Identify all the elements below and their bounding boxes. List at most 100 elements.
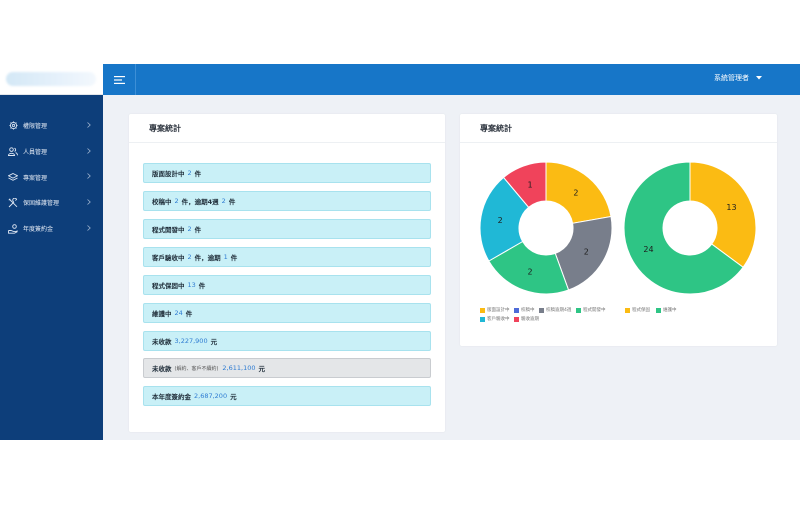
stat-row-development: 程式開發中 2 件	[143, 219, 431, 239]
donut-chart-projects: 2 2 2 2 1	[479, 161, 613, 295]
stat-label: 維護中	[152, 310, 172, 318]
stat-amount: 2,687,200	[194, 392, 228, 400]
sidebar-item-annual-contract[interactable]: 年度簽約金	[0, 216, 103, 242]
hand-coin-icon	[8, 223, 18, 234]
chevron-right-icon	[87, 122, 91, 128]
stat-unit: 件，逾期	[194, 254, 221, 262]
stat-count: 2	[187, 169, 192, 177]
sidebar-item-label: 人員管理	[23, 149, 48, 157]
sidebar-item-staff[interactable]: 人員管理	[0, 139, 103, 165]
sidebar: 權限管理 人員管理 專案管理 保固維護管理	[0, 95, 103, 440]
stat-note: (解約、客戶不續約)	[174, 365, 219, 372]
donut-value-label: 24	[643, 245, 653, 254]
layers-icon	[8, 172, 18, 182]
chevron-right-icon	[87, 147, 91, 154]
stat-row-acceptance: 客戶驗收中 2 件，逾期 1 件	[143, 247, 431, 267]
legend-label: 校稿中	[521, 308, 535, 313]
sidebar-item-label: 保固維護管理	[23, 200, 60, 208]
stat-label: 程式開發中	[152, 226, 185, 234]
stat-row-maintaining: 維護中 24 件	[143, 303, 431, 323]
caret-down-icon	[756, 76, 762, 80]
legend-label: 維護中	[663, 308, 677, 313]
legend-item[interactable]: 程式保固	[625, 307, 650, 313]
legend-label: 驗收逾期	[521, 317, 539, 322]
sidebar-item-label: 專案管理	[23, 174, 48, 182]
stat-unit: 件	[230, 254, 238, 262]
stat-overdue-count: 2	[221, 197, 226, 205]
donut-value-label: 2	[528, 268, 533, 277]
stat-unit: 件，逾期4週	[181, 198, 219, 206]
menu-toggle-button[interactable]	[103, 64, 136, 95]
card-title: 專案統計	[129, 114, 445, 143]
admin-menu[interactable]: 系統管理者	[714, 73, 762, 83]
stat-label: 版面設計中	[152, 170, 185, 178]
donut-slice-0-5[interactable]	[502, 161, 547, 209]
donut-slice-0-0[interactable]	[545, 161, 612, 224]
legend-swatch	[576, 307, 581, 313]
sidebar-item-projects[interactable]: 專案管理	[0, 164, 103, 190]
legend-label: 版面設計中	[487, 308, 510, 313]
stat-overdue-count: 1	[223, 253, 228, 261]
stat-row-annual-contract: 本年度簽約金 2,687,200 元	[143, 386, 431, 406]
legend-swatch	[656, 307, 661, 313]
sidebar-item-maintenance[interactable]: 保固維護管理	[0, 190, 103, 216]
sidebar-item-label: 年度簽約金	[23, 226, 54, 234]
donut-slice-0-2[interactable]	[554, 215, 613, 291]
stat-count: 2	[187, 253, 192, 261]
stat-unit: 件	[194, 170, 202, 178]
donut-value-label: 2	[584, 247, 589, 256]
stat-row-proofreading: 校稿中 2 件，逾期4週 2 件	[143, 191, 431, 211]
stat-unit: 件	[228, 198, 236, 206]
stat-count: 13	[187, 281, 196, 289]
menu-icon	[113, 75, 125, 84]
donut-value-label: 2	[573, 188, 578, 197]
chevron-right-icon	[87, 199, 91, 205]
stat-row-unpaid-terminated: 未收款 (解約、客戶不續約) 2,611,100 元	[143, 358, 431, 378]
legend-item[interactable]: 校稿逾期4週	[539, 307, 571, 313]
legend-label: 校稿逾期4週	[546, 308, 572, 313]
legend-label: 客戶驗收中	[487, 317, 510, 322]
app-shell: 系統管理者 權限管理 人員管理 專案管理	[0, 64, 800, 440]
legend-item[interactable]: 程式開發中	[576, 307, 606, 313]
stat-label: 校稿中	[152, 198, 172, 206]
legend-item[interactable]: 維護中	[656, 307, 677, 313]
stat-amount: 3,227,900	[174, 337, 208, 345]
stat-count: 2	[174, 197, 179, 205]
stat-unit: 件	[198, 282, 206, 290]
legend-item[interactable]: 驗收逾期	[514, 316, 539, 322]
donut-value-label: 2	[498, 216, 503, 225]
topbar: 系統管理者	[103, 64, 800, 95]
stat-count: 2	[187, 225, 192, 233]
stat-label: 程式保固中	[152, 282, 185, 290]
gear-icon	[8, 121, 18, 131]
logo[interactable]	[6, 72, 96, 86]
donut-slice-1-0[interactable]	[689, 161, 757, 268]
card-title: 專案統計	[460, 114, 777, 143]
legend-swatch	[480, 316, 485, 322]
legend-swatch	[539, 307, 544, 313]
stat-row-warranty: 程式保固中 13 件	[143, 275, 431, 295]
legend-item[interactable]: 客戶驗收中	[480, 316, 510, 322]
legend-item[interactable]: 版面設計中	[480, 307, 510, 313]
tools-icon	[8, 197, 18, 208]
stat-unit: 元	[210, 338, 218, 346]
donut-slice-0-3[interactable]	[488, 240, 570, 295]
project-stats-card: 專案統計 版面設計中 2 件 校稿中 2 件，逾期4週 2 件 程式開發中 2 …	[129, 114, 445, 432]
donut-chart-warranty: 13 24	[623, 161, 757, 295]
chevron-right-icon	[87, 173, 91, 180]
donut-value-label: 1	[528, 180, 533, 189]
legend-swatch	[625, 307, 630, 313]
legend-item[interactable]: 校稿中	[514, 307, 535, 313]
project-chart-card: 專案統計 2 2 2 2 1 13 24 版面設計中 校稿中 校稿逾期4週 程式開發中客戶驗收中…	[460, 114, 777, 346]
stat-unit: 件	[194, 226, 202, 234]
stat-row-unpaid: 未收款 3,227,900 元	[143, 331, 431, 351]
legend-label: 程式保固	[632, 308, 650, 313]
donut-slice-0-4[interactable]	[479, 176, 530, 262]
stat-label: 未收款	[152, 365, 172, 373]
sidebar-item-permissions[interactable]: 權限管理	[0, 113, 103, 139]
stat-amount: 2,611,100	[222, 364, 256, 372]
legend-swatch	[514, 316, 519, 322]
donut-slice-1-1[interactable]	[623, 161, 744, 295]
stat-label: 未收款	[152, 338, 172, 346]
stat-unit: 件	[185, 310, 193, 318]
